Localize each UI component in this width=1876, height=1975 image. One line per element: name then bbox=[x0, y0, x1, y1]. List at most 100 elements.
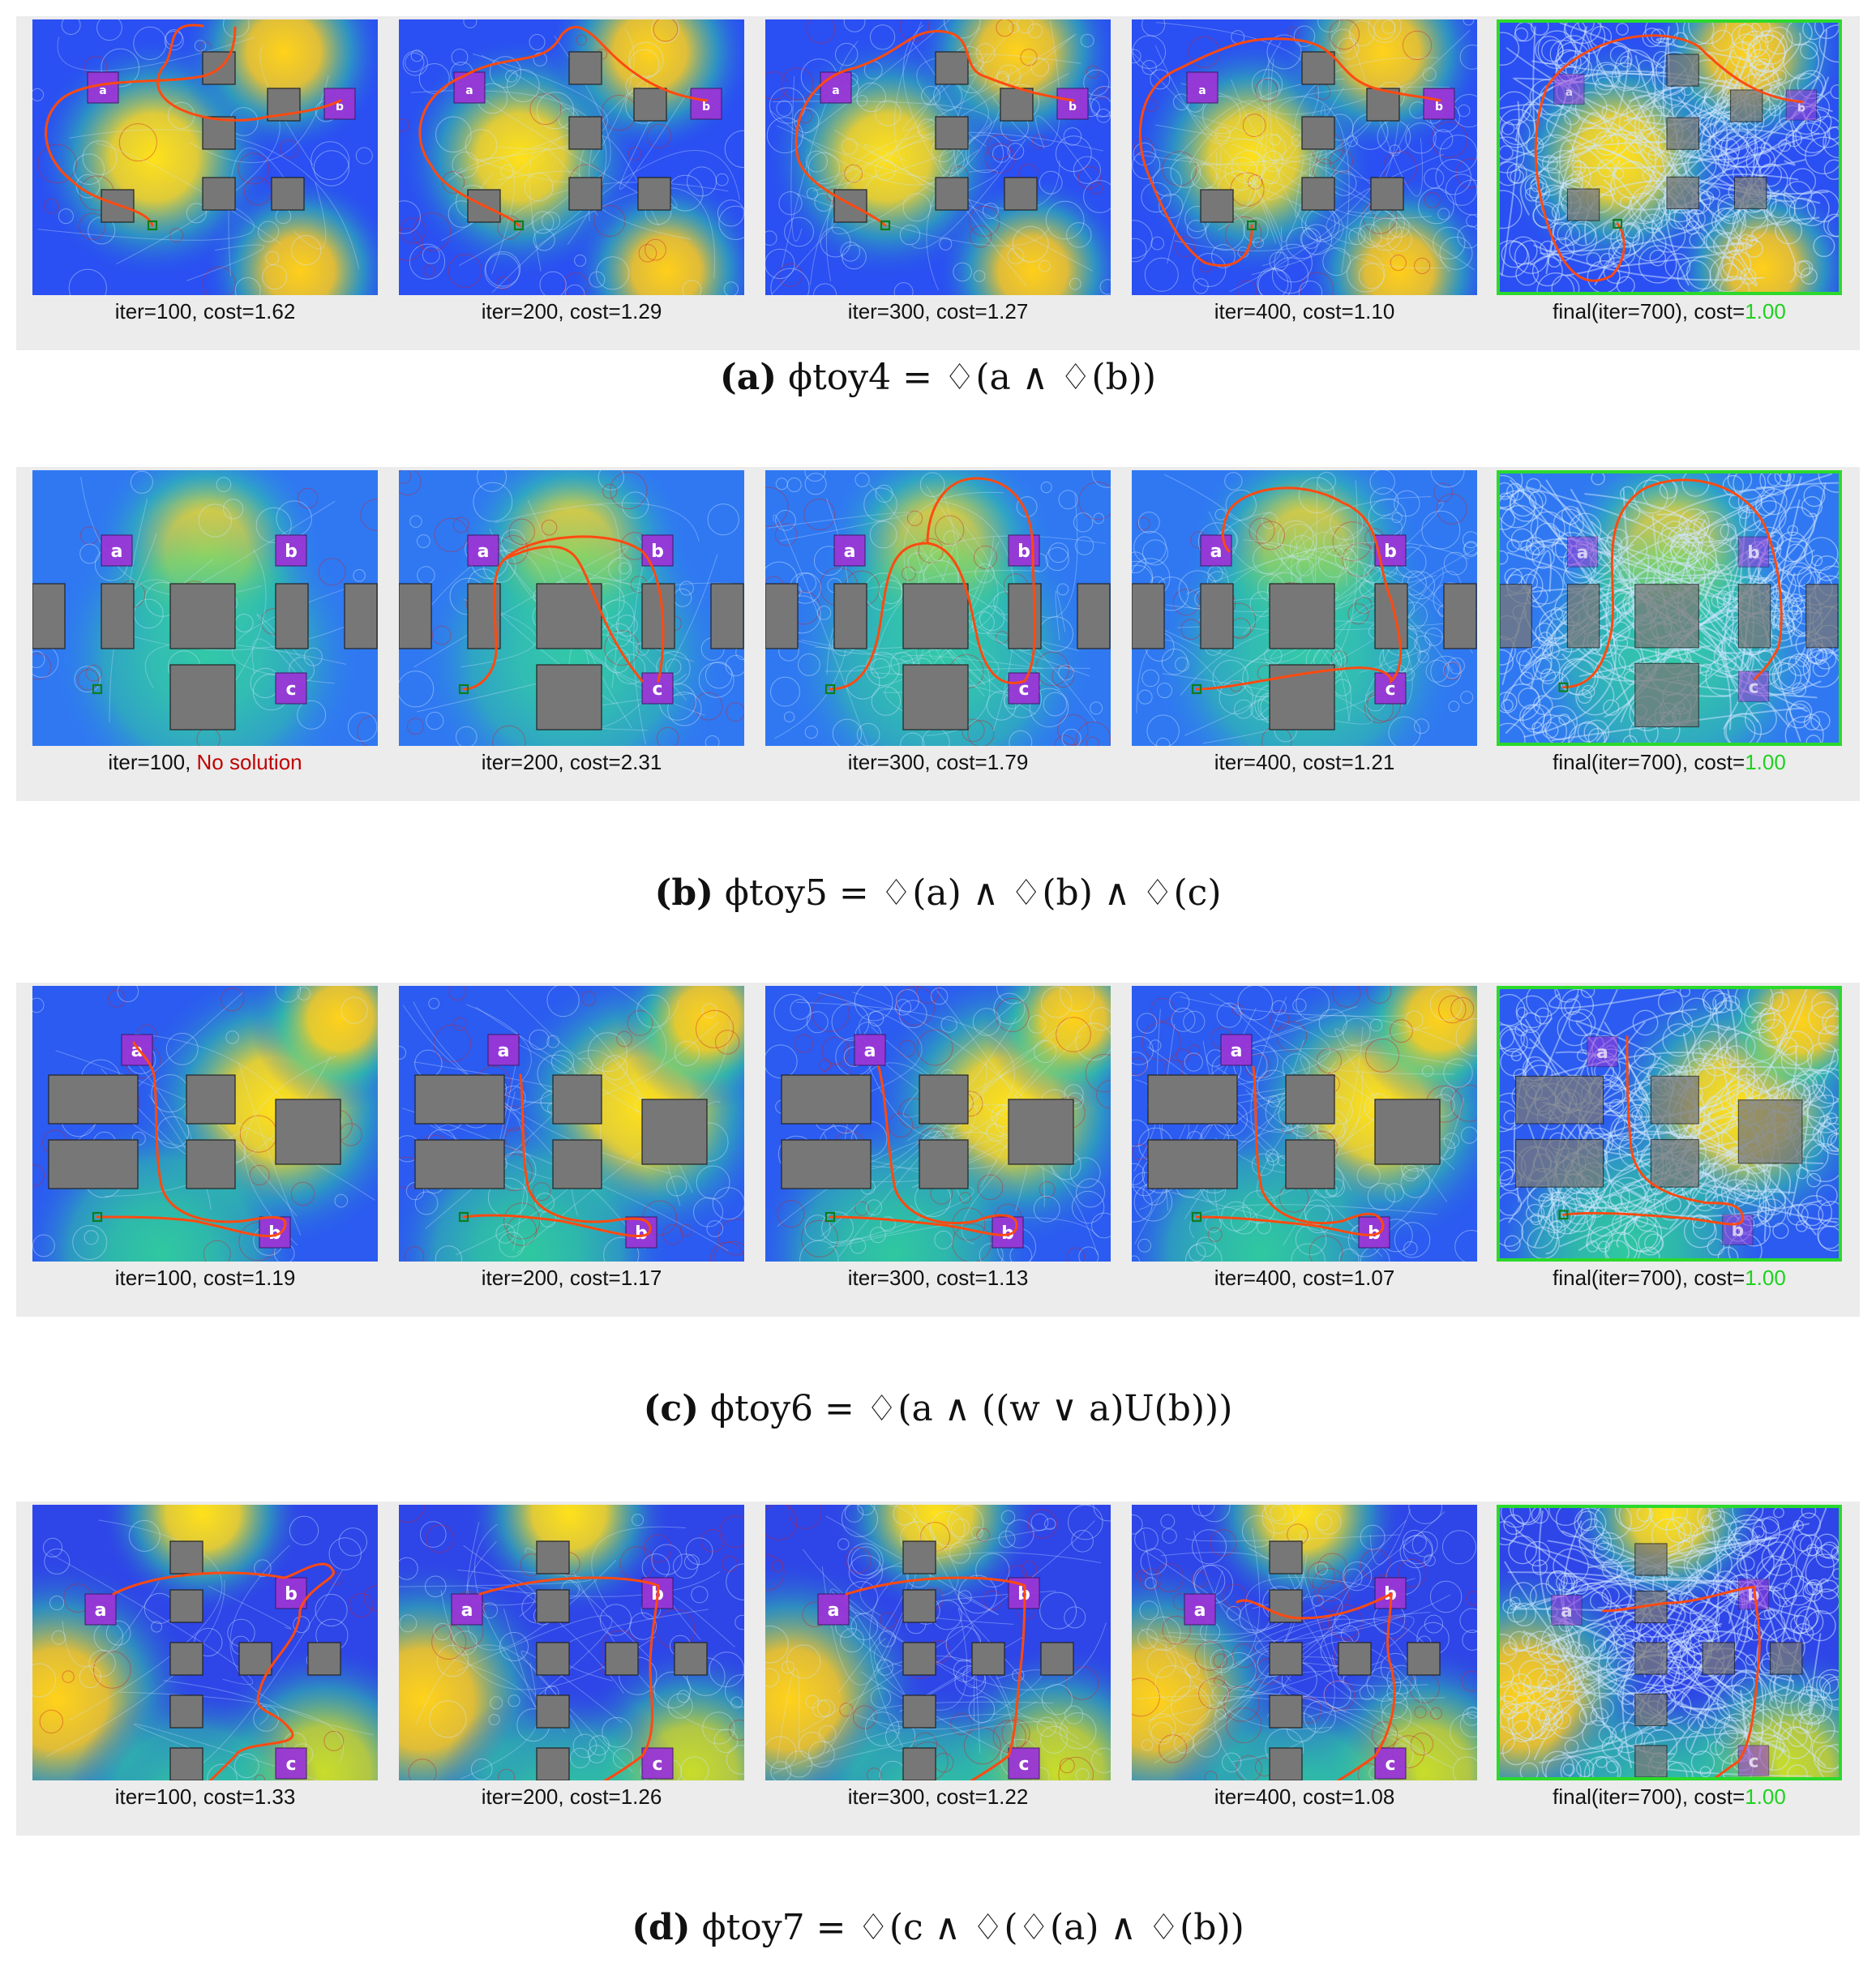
cost-value: 1.17 bbox=[620, 1266, 662, 1290]
cost-hotspot bbox=[435, 1683, 687, 1780]
iteration-text: iter=100 bbox=[114, 1266, 192, 1290]
region-label: c bbox=[652, 679, 662, 700]
obstacle bbox=[1650, 1138, 1699, 1188]
obstacle bbox=[605, 1642, 639, 1676]
obstacle bbox=[1650, 1075, 1699, 1125]
best-path bbox=[829, 1065, 1018, 1236]
cost-prefix: , cost= bbox=[1291, 1266, 1354, 1290]
region-box bbox=[1737, 1579, 1770, 1610]
obstacle bbox=[935, 51, 969, 85]
cost-prefix: , cost= bbox=[558, 1784, 621, 1809]
obstacle bbox=[833, 583, 867, 649]
frame-label: final(iter=700), cost=1.00 bbox=[1497, 748, 1842, 777]
region-box bbox=[1056, 88, 1089, 120]
region-label: a bbox=[1577, 543, 1589, 563]
obstacle bbox=[275, 1099, 341, 1165]
region-box bbox=[625, 1216, 657, 1249]
obstacle bbox=[1737, 584, 1771, 649]
start-marker bbox=[147, 220, 158, 231]
region-box bbox=[641, 1747, 674, 1780]
region-label: c bbox=[652, 1754, 662, 1775]
cost-value: 1.26 bbox=[620, 1784, 662, 1809]
obstacle bbox=[781, 1139, 872, 1189]
region-label: b bbox=[268, 1223, 281, 1244]
region-label: a bbox=[498, 1041, 510, 1061]
obstacle bbox=[536, 1694, 570, 1729]
region-a: a bbox=[1551, 1594, 1583, 1626]
panel-caption: (b) ϕtoy5 = ♢(a) ∧ ♢(b) ∧ ♢(c) bbox=[0, 872, 1876, 914]
obstacle bbox=[1666, 176, 1699, 210]
region-c: c bbox=[1008, 672, 1040, 705]
region-a: a bbox=[87, 71, 119, 104]
region-b: b bbox=[625, 1216, 657, 1249]
obstacle bbox=[935, 116, 969, 150]
planner-frame-d-1: a b c bbox=[32, 1505, 378, 1780]
region-label: c bbox=[1018, 679, 1029, 700]
iteration-text: iter=200 bbox=[481, 750, 559, 774]
frame-label: iter=200, cost=2.31 bbox=[399, 748, 744, 777]
obstacle bbox=[48, 1139, 139, 1189]
best-path bbox=[112, 1562, 336, 1780]
obstacle bbox=[902, 1589, 936, 1623]
region-c: c bbox=[275, 672, 307, 705]
cost-prefix: , cost= bbox=[924, 1266, 987, 1290]
cost-value: 1.79 bbox=[987, 750, 1029, 774]
cost-prefix: , cost= bbox=[191, 1784, 255, 1809]
region-label: b bbox=[336, 101, 344, 114]
frame-label: iter=300, cost=1.79 bbox=[765, 748, 1111, 777]
region-box bbox=[1737, 536, 1770, 568]
obstacle bbox=[1770, 1642, 1803, 1675]
obstacle bbox=[186, 1074, 236, 1125]
cost-value: 1.27 bbox=[987, 299, 1029, 323]
region-a: a bbox=[1184, 1593, 1216, 1626]
cost-hotspot bbox=[1168, 1683, 1420, 1780]
environment-map: ab bbox=[399, 19, 744, 295]
region-box bbox=[1722, 1214, 1754, 1245]
frame-label: iter=400, cost=1.21 bbox=[1132, 748, 1477, 777]
region-c: c bbox=[1008, 1747, 1040, 1780]
environment-map: a b c bbox=[32, 470, 378, 746]
region-a: a bbox=[451, 1593, 483, 1626]
obstacle bbox=[902, 583, 969, 649]
iteration-text: iter=300 bbox=[847, 1784, 925, 1809]
cost-prefix: , cost= bbox=[558, 299, 621, 323]
obstacle bbox=[1269, 1540, 1303, 1574]
region-box bbox=[467, 534, 499, 567]
region-box bbox=[1566, 536, 1599, 568]
region-label: c bbox=[1018, 1754, 1029, 1775]
region-label: b bbox=[285, 542, 298, 562]
obstacle bbox=[1269, 1694, 1303, 1729]
region-a: a bbox=[1200, 534, 1232, 567]
obstacle bbox=[169, 664, 236, 730]
region-box bbox=[275, 534, 307, 567]
region-a: a bbox=[817, 1593, 850, 1626]
obstacle bbox=[902, 1694, 936, 1729]
region-label: b bbox=[1384, 542, 1397, 562]
iteration-text: iter=100 bbox=[108, 750, 186, 774]
region-a: a bbox=[1553, 73, 1585, 105]
frame-label: iter=400, cost=1.08 bbox=[1132, 1782, 1477, 1811]
best-path bbox=[418, 26, 709, 227]
obstacle bbox=[1269, 583, 1335, 649]
region-box bbox=[1553, 73, 1585, 105]
region-c: c bbox=[1374, 1747, 1407, 1780]
planner-frame-b-2: a b c bbox=[399, 470, 744, 746]
planner-frame-b-4: a b c bbox=[1132, 470, 1477, 746]
cost-prefix: , cost= bbox=[191, 299, 255, 323]
obstacle bbox=[1500, 584, 1532, 649]
obstacle bbox=[399, 583, 432, 649]
cost-prefix: , cost= bbox=[924, 750, 987, 774]
start-marker bbox=[1191, 683, 1202, 695]
panel-caption: (c) ϕtoy6 = ♢(a ∧ ((w ∨ a)U(b))) bbox=[0, 1388, 1876, 1429]
region-label: a bbox=[1198, 84, 1206, 97]
region-box bbox=[1184, 1593, 1216, 1626]
iteration-text: iter=200 bbox=[481, 299, 559, 323]
region-c: c bbox=[1737, 1745, 1770, 1776]
obstacle bbox=[1285, 1074, 1335, 1125]
region-label: a bbox=[1596, 1043, 1608, 1063]
iteration-text: iter=200 bbox=[481, 1266, 559, 1290]
